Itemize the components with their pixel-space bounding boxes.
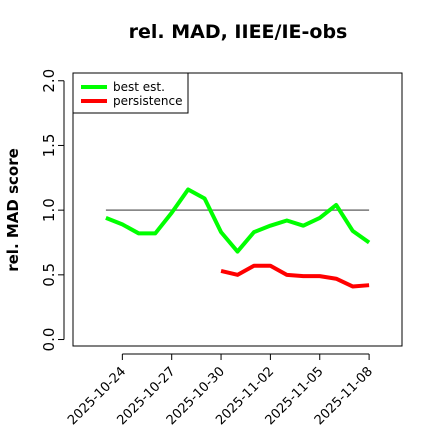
- y-tick-label: 1.5: [40, 134, 58, 158]
- y-tick-label: 0.0: [40, 328, 58, 352]
- legend-box: [72, 72, 189, 114]
- plot-frame: [72, 72, 403, 347]
- legend-label: persistence: [113, 94, 182, 108]
- chart-title: rel. MAD, IIEE/IE-obs: [129, 21, 348, 43]
- y-tick-label: 1.0: [40, 198, 58, 222]
- y-tick-label: 2.0: [40, 69, 58, 93]
- y-tick-label: 0.5: [40, 263, 58, 287]
- y-axis-label: rel. MAD score: [4, 148, 22, 272]
- series-line: [105, 187, 371, 254]
- series-line: [220, 263, 370, 289]
- legend-label: best est.: [113, 80, 165, 94]
